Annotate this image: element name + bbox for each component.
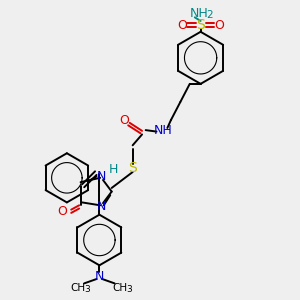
Text: H: H bbox=[108, 164, 118, 176]
Text: NH: NH bbox=[190, 7, 208, 20]
Text: CH: CH bbox=[71, 284, 86, 293]
Text: CH: CH bbox=[113, 284, 128, 293]
Text: N: N bbox=[95, 270, 104, 283]
Text: NH: NH bbox=[154, 124, 172, 137]
Text: N: N bbox=[97, 200, 106, 213]
Text: S: S bbox=[196, 18, 205, 32]
Text: O: O bbox=[177, 19, 187, 32]
Text: 3: 3 bbox=[126, 285, 132, 294]
Text: O: O bbox=[214, 19, 224, 32]
Text: S: S bbox=[128, 161, 137, 175]
Text: O: O bbox=[58, 205, 68, 218]
Text: N: N bbox=[97, 170, 106, 183]
Text: 3: 3 bbox=[84, 285, 90, 294]
Text: O: O bbox=[119, 114, 129, 127]
Text: 2: 2 bbox=[206, 10, 213, 20]
